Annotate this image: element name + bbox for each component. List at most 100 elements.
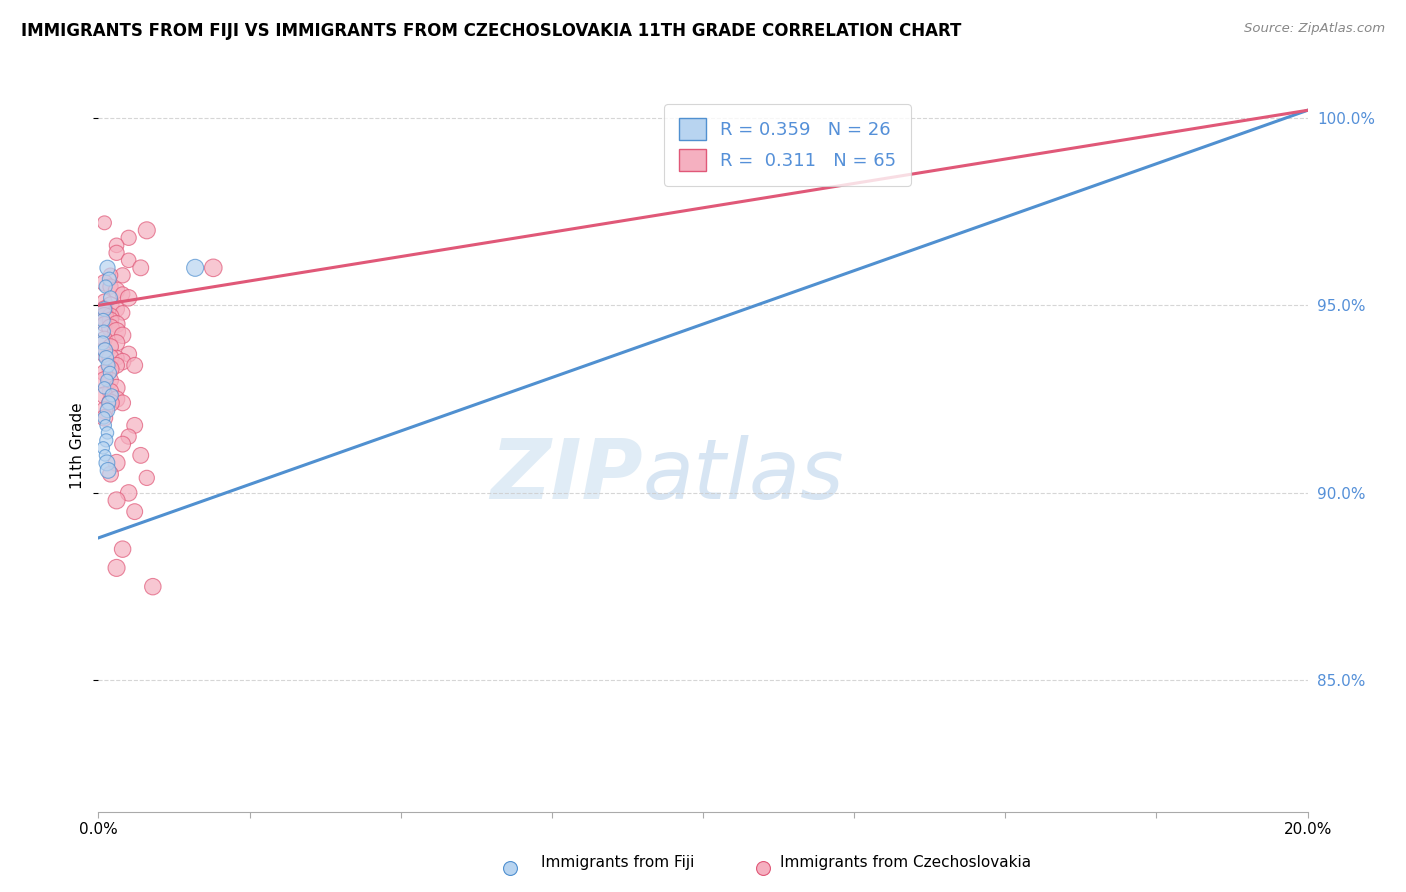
Point: [93, 302, 115, 317]
Point: [100, 291, 122, 305]
Point: [91, 335, 114, 350]
Point: [93, 317, 115, 331]
Point: [105, 335, 128, 350]
Legend: R = 0.359   N = 26, R =  0.311   N = 65: R = 0.359 N = 26, R = 0.311 N = 65: [665, 104, 911, 186]
Point: [100, 467, 122, 482]
Point: [111, 306, 134, 320]
Point: [105, 238, 128, 252]
Point: [142, 580, 165, 594]
Point: [93, 310, 115, 324]
Point: [124, 418, 146, 433]
Point: [100, 313, 122, 327]
Point: [105, 283, 128, 297]
Point: [93, 410, 115, 425]
Point: [96, 425, 118, 440]
Point: [93, 294, 115, 309]
Point: [129, 260, 152, 275]
Point: [94, 449, 117, 463]
Point: [111, 354, 134, 368]
Point: [97, 359, 120, 373]
Point: [135, 471, 157, 485]
Point: [118, 347, 141, 361]
Y-axis label: 11th Grade: 11th Grade: [70, 402, 86, 490]
Point: [118, 486, 141, 500]
Point: [111, 542, 134, 557]
Point: [93, 366, 115, 380]
Text: Immigrants from Czechoslovakia: Immigrants from Czechoslovakia: [780, 855, 1032, 870]
Point: [93, 373, 115, 387]
Point: [105, 359, 128, 373]
Point: [105, 493, 128, 508]
Point: [105, 325, 128, 339]
Point: [124, 505, 146, 519]
Text: atlas: atlas: [643, 434, 844, 516]
Point: [752, 861, 775, 875]
Point: [118, 291, 141, 305]
Point: [111, 328, 134, 343]
Point: [93, 381, 115, 395]
Point: [100, 351, 122, 365]
Point: [100, 279, 122, 293]
Point: [100, 384, 122, 399]
Point: [93, 388, 115, 402]
Point: [94, 279, 117, 293]
Point: [100, 310, 122, 324]
Point: [91, 313, 114, 327]
Point: [93, 276, 115, 290]
Point: [135, 223, 157, 237]
Point: [118, 231, 141, 245]
Point: [96, 373, 118, 387]
Point: [100, 268, 122, 283]
Point: [100, 362, 122, 376]
Point: [111, 437, 134, 451]
Point: [100, 388, 122, 402]
Point: [94, 418, 117, 433]
Point: [105, 302, 128, 317]
Point: [93, 343, 115, 358]
Text: IMMIGRANTS FROM FIJI VS IMMIGRANTS FROM CZECHOSLOVAKIA 11TH GRADE CORRELATION CH: IMMIGRANTS FROM FIJI VS IMMIGRANTS FROM …: [21, 22, 962, 40]
Point: [111, 268, 134, 283]
Point: [96, 351, 118, 365]
Point: [118, 253, 141, 268]
Point: [105, 381, 128, 395]
Point: [93, 302, 115, 317]
Point: [100, 298, 122, 312]
Point: [105, 561, 128, 575]
Point: [498, 861, 520, 875]
Text: ZIP: ZIP: [489, 434, 643, 516]
Point: [105, 456, 128, 470]
Point: [129, 449, 152, 463]
Point: [118, 429, 141, 443]
Point: [93, 332, 115, 346]
Point: [105, 351, 128, 365]
Point: [100, 321, 122, 335]
Point: [111, 287, 134, 301]
Point: [97, 396, 120, 410]
Point: [93, 403, 115, 417]
Point: [96, 434, 118, 448]
Point: [100, 396, 122, 410]
Point: [96, 260, 118, 275]
Point: [100, 340, 122, 354]
Point: [98, 366, 121, 380]
Point: [93, 216, 115, 230]
Point: [98, 272, 121, 286]
Point: [93, 325, 115, 339]
Point: [124, 359, 146, 373]
Point: [93, 306, 115, 320]
Point: [91, 441, 114, 455]
Point: [105, 392, 128, 406]
Point: [202, 260, 225, 275]
Point: [93, 410, 115, 425]
Point: [96, 403, 118, 417]
Point: [93, 347, 115, 361]
Point: [105, 245, 128, 260]
Point: [94, 343, 117, 358]
Point: [184, 260, 207, 275]
Point: [111, 396, 134, 410]
Text: Immigrants from Fiji: Immigrants from Fiji: [541, 855, 695, 870]
Point: [97, 463, 120, 477]
Point: [105, 317, 128, 331]
Point: [100, 373, 122, 387]
Text: Source: ZipAtlas.com: Source: ZipAtlas.com: [1244, 22, 1385, 36]
